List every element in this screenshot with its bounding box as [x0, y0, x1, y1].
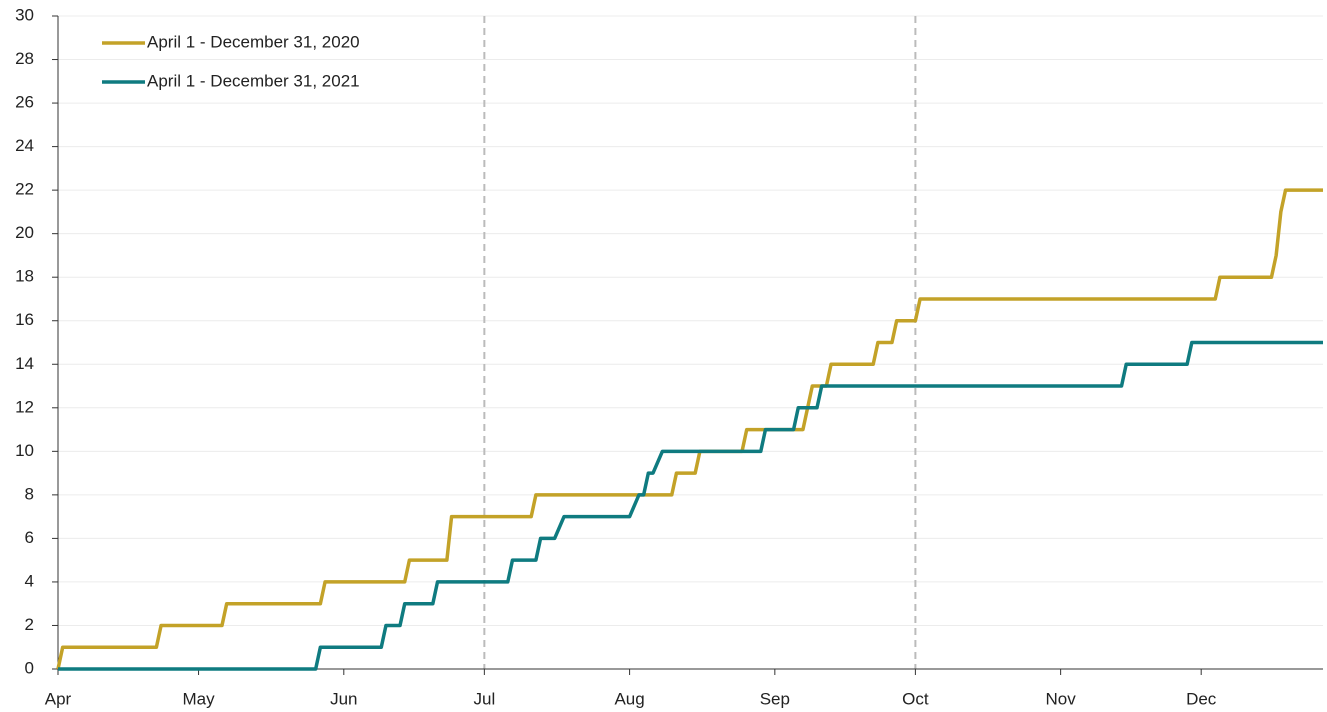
- x-tick-label: May: [182, 689, 215, 708]
- x-tick-label: Oct: [902, 689, 929, 708]
- y-tick-label: 24: [15, 136, 34, 155]
- x-tick-label: Nov: [1046, 689, 1077, 708]
- y-tick-label: 26: [15, 93, 34, 112]
- data-line: [56, 188, 1323, 670]
- y-tick-label: 30: [15, 5, 34, 24]
- x-tick-label: Jul: [473, 689, 495, 708]
- y-tick-label: 10: [15, 441, 34, 460]
- y-tick-label: 4: [25, 571, 34, 590]
- y-tick-label: 8: [25, 484, 34, 503]
- data-line: [58, 340, 1323, 671]
- y-tick-label: 2: [25, 615, 34, 634]
- y-tick-label: 6: [25, 528, 34, 547]
- y-tick-label: 18: [15, 267, 34, 286]
- y-tick-label: 28: [15, 49, 34, 68]
- y-tick-label: 16: [15, 310, 34, 329]
- x-tick-label: Aug: [614, 689, 644, 708]
- y-tick-label: 20: [15, 223, 34, 242]
- legend-label: April 1 - December 31, 2021: [147, 71, 360, 90]
- x-tick-label: Dec: [1186, 689, 1217, 708]
- x-tick-label: Jun: [330, 689, 357, 708]
- y-tick-label: 0: [25, 658, 34, 677]
- legend-label: April 1 - December 31, 2020: [147, 32, 360, 51]
- x-tick-label: Apr: [45, 689, 72, 708]
- x-tick-label: Sep: [760, 689, 790, 708]
- y-tick-label: 14: [15, 354, 34, 373]
- y-tick-label: 22: [15, 180, 34, 199]
- y-tick-label: 12: [15, 397, 34, 416]
